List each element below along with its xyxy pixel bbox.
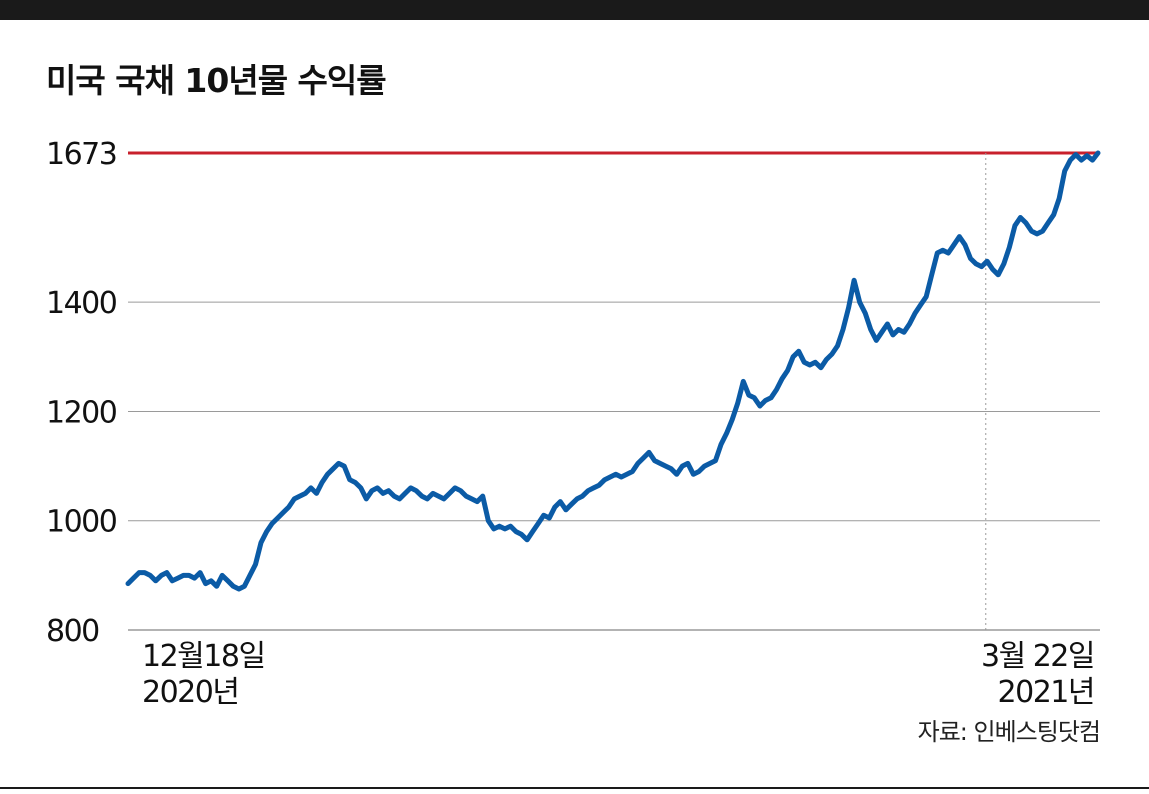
chart-title: 미국 국채 10년물 수익률 — [46, 61, 386, 100]
x-tick-label: 2020년 — [142, 675, 238, 710]
y-tick-label: 1400 — [46, 286, 117, 321]
top-bar — [0, 0, 1149, 20]
series-line — [125, 150, 1101, 592]
x-tick-label: 12월18일 — [142, 639, 265, 674]
y-tick-label: 800 — [46, 614, 99, 649]
y-axis-ticks: 800 1000 1200 1400 1673 — [46, 137, 118, 649]
x-tick-label: 3월 22일 — [981, 639, 1094, 674]
y-tick-label: 1200 — [46, 395, 117, 430]
y-tick-label: 1000 — [46, 505, 117, 540]
grid — [128, 151, 1100, 631]
bottom-rule — [0, 787, 1149, 789]
x-tick-label: 2021년 — [998, 675, 1094, 710]
y-tick-label: 1673 — [46, 137, 116, 172]
series-layer — [125, 150, 1101, 592]
source-label: 자료: 인베스팅닷컴 — [918, 718, 1100, 746]
